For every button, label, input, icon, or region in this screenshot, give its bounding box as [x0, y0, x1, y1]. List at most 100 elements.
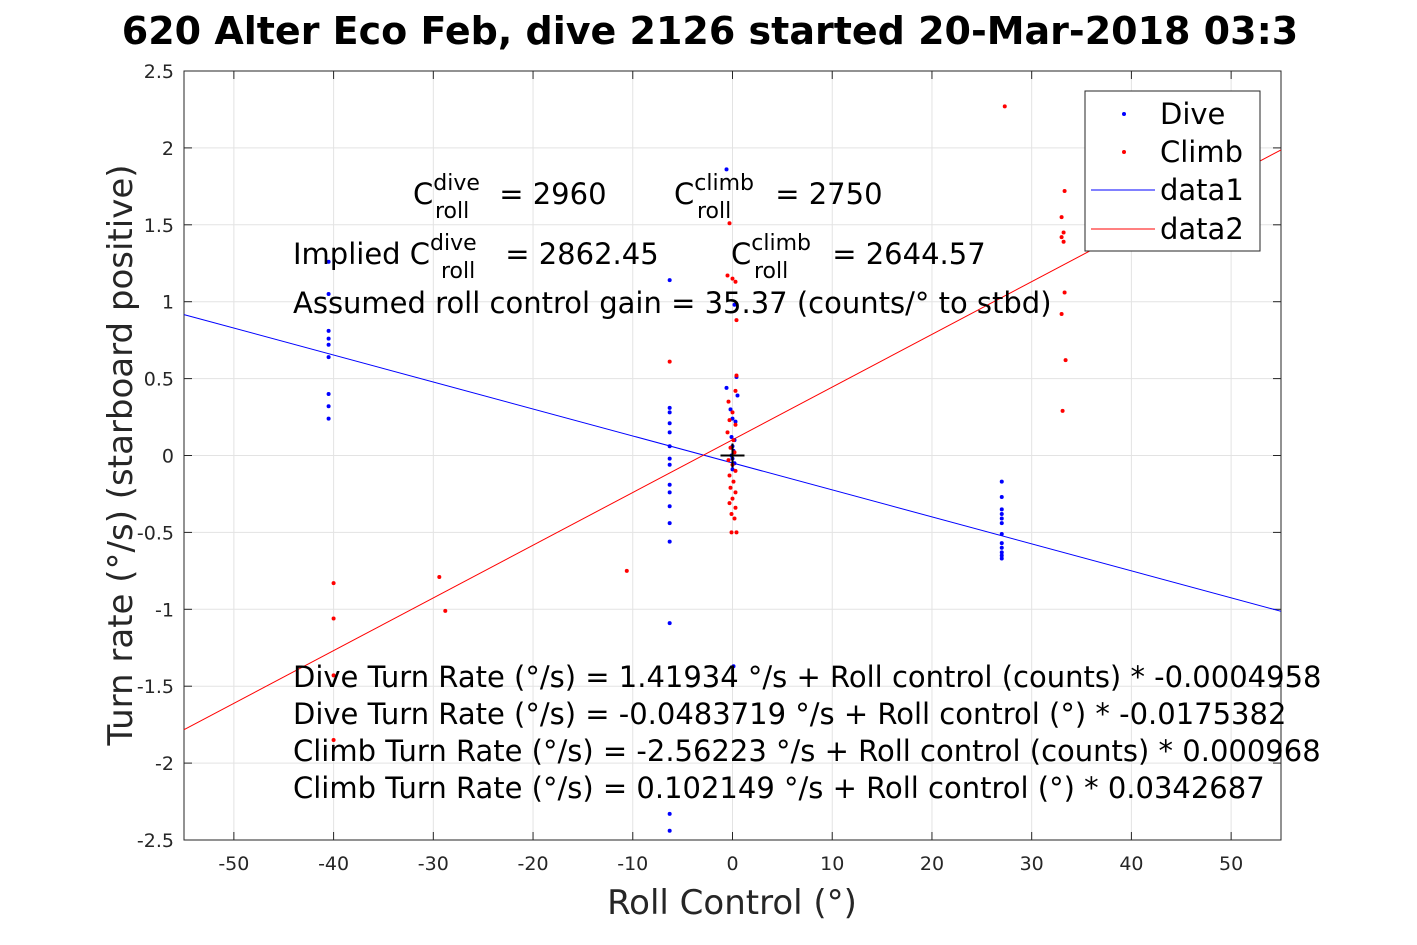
- data-point-climb: [437, 575, 442, 580]
- data-point-climb: [731, 479, 736, 484]
- y-tick-label: 0.5: [144, 369, 174, 391]
- data-point-climb: [733, 490, 738, 495]
- c-dive-text: Cdive roll = 2960: [413, 171, 607, 224]
- data-point-dive: [667, 828, 672, 833]
- x-axis-label: Roll Control (°): [607, 883, 857, 923]
- y-axis-ticks: -2.5 -2 -1.5 -1 -0.5 0 0.5 1 1.5 2 2.5: [137, 61, 1281, 852]
- data-point-dive: [729, 435, 734, 440]
- data-point-dive: [667, 462, 672, 467]
- y-tick-label: -2.5: [137, 830, 174, 852]
- data-point-dive: [326, 328, 331, 333]
- data-point-dive: [999, 556, 1004, 561]
- data-point-climb: [1059, 215, 1064, 220]
- data-point-climb: [1061, 230, 1066, 235]
- y-tick-label: 1: [162, 292, 174, 314]
- data-point-dive: [326, 336, 331, 341]
- x-tick-label: 10: [820, 853, 844, 875]
- data-point-climb: [727, 221, 732, 226]
- data-point-climb: [727, 418, 732, 423]
- x-tick-label: 0: [726, 853, 738, 875]
- chart-title: 620 Alter Eco Feb, dive 2126 started 20-…: [122, 9, 1298, 53]
- data-point-climb: [667, 359, 672, 364]
- equation-1: Dive Turn Rate (°/s) = 1.41934 °/s + Rol…: [293, 660, 1321, 694]
- gain-text: Assumed roll control gain = 35.37 (count…: [293, 286, 1052, 320]
- data-point-dive: [667, 539, 672, 544]
- x-tick-label: -30: [418, 853, 449, 875]
- c-climb-text: Cclimb roll = 2750: [674, 171, 883, 224]
- y-tick-label: 0: [162, 446, 174, 468]
- y-tick-label: -1.5: [137, 676, 174, 698]
- data-point-dive: [667, 482, 672, 487]
- data-point-dive: [667, 405, 672, 410]
- legend: Dive Climb data1 data2: [1084, 90, 1261, 252]
- data-point-dive: [667, 278, 672, 283]
- y-tick-label: 2: [162, 138, 174, 160]
- data-point-dive: [733, 419, 738, 424]
- data-point-climb: [331, 673, 336, 678]
- legend-dive-marker: [1122, 112, 1126, 116]
- data-point-climb: [733, 505, 738, 510]
- data-point-dive: [326, 355, 331, 360]
- data-point-climb: [734, 318, 739, 323]
- data-point-dive: [667, 444, 672, 449]
- data-point-dive: [326, 404, 331, 409]
- data-point-climb: [1062, 188, 1067, 193]
- data-point-dive: [667, 490, 672, 495]
- data-point-dive: [999, 531, 1004, 536]
- data-point-dive: [731, 664, 736, 669]
- data-point-dive: [326, 292, 331, 297]
- data-point-climb: [727, 473, 732, 478]
- data-point-climb: [734, 373, 739, 378]
- data-point-dive: [730, 416, 735, 421]
- data-point-dive: [999, 495, 1004, 500]
- data-point-dive: [999, 507, 1004, 512]
- data-point-dive: [999, 545, 1004, 550]
- x-tick-label: 40: [1119, 853, 1143, 875]
- data-point-climb: [726, 399, 731, 404]
- data-point-climb: [733, 279, 738, 284]
- x-tick-label: -10: [617, 853, 648, 875]
- data-point-dive: [667, 456, 672, 461]
- data-point-climb: [734, 530, 739, 535]
- data-point-dive: [999, 553, 1004, 558]
- annotations: Cdive roll = 2960 Cclimb roll = 2750 Impli…: [293, 171, 1321, 805]
- data-point-climb: [725, 273, 730, 278]
- data-point-dive: [326, 342, 331, 347]
- data-point-dive: [999, 479, 1004, 484]
- implied-climb-text: Cclimb roll = 2644.57: [731, 231, 986, 284]
- data-point-climb: [1062, 290, 1067, 295]
- data-point-climb: [730, 276, 735, 281]
- data-point-climb: [732, 516, 737, 521]
- data-point-climb: [731, 438, 736, 443]
- data-point-climb: [729, 511, 734, 516]
- data-point-climb: [725, 430, 730, 435]
- data-point-dive: [730, 467, 735, 472]
- data-points: [326, 104, 1068, 833]
- x-tick-label: 20: [920, 853, 944, 875]
- equation-2: Dive Turn Rate (°/s) = -0.0483719 °/s + …: [293, 697, 1286, 731]
- data-point-climb: [729, 530, 734, 535]
- data-point-climb: [331, 616, 336, 621]
- data-point-dive: [728, 407, 733, 412]
- legend-dive-label: Dive: [1160, 97, 1225, 131]
- data-point-climb: [730, 496, 735, 501]
- x-tick-label: -50: [218, 853, 249, 875]
- legend-climb-label: Climb: [1160, 135, 1243, 169]
- data-point-dive: [667, 410, 672, 415]
- data-point-climb: [1059, 312, 1064, 317]
- data-point-dive: [667, 504, 672, 509]
- data-point-dive: [326, 259, 331, 264]
- data-point-dive: [999, 550, 1004, 555]
- equation-3: Climb Turn Rate (°/s) = -2.56223 °/s + R…: [293, 734, 1321, 768]
- data-point-climb: [1059, 235, 1064, 240]
- data-point-dive: [724, 385, 729, 390]
- y-tick-label: -1: [155, 599, 174, 621]
- y-tick-label: -2: [155, 753, 174, 775]
- x-tick-label: -40: [318, 853, 349, 875]
- data-point-dive: [999, 511, 1004, 516]
- y-tick-label: 2.5: [144, 61, 174, 83]
- origin-marker: [720, 443, 745, 468]
- y-tick-label: 1.5: [144, 215, 174, 237]
- data-point-dive: [326, 416, 331, 421]
